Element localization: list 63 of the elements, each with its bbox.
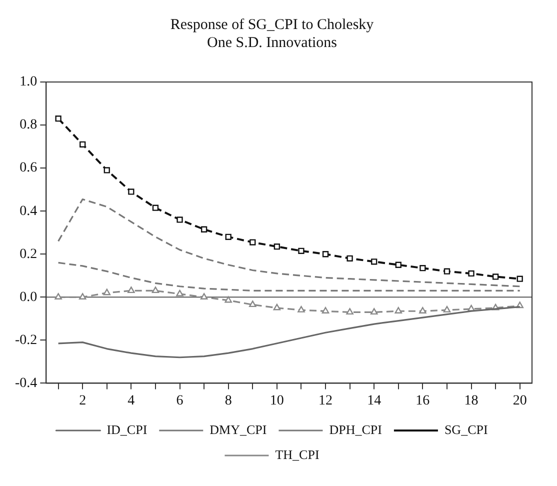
point [78, 293, 86, 300]
x-tick-label: 20 [512, 393, 527, 408]
point [152, 286, 160, 294]
legend-label: DPH_CPI [329, 422, 382, 437]
point [443, 306, 451, 312]
point [200, 226, 208, 232]
y-tick-label: 0.8 [20, 118, 38, 133]
point [80, 141, 86, 148]
point [250, 239, 256, 246]
point [225, 234, 232, 240]
point [128, 188, 134, 195]
y-tick-label: -0.4 [14, 376, 38, 391]
legend-label: DMY_CPI [210, 422, 267, 437]
point [346, 255, 353, 262]
point [104, 167, 110, 174]
point [346, 308, 354, 315]
point [395, 262, 402, 268]
x-tick-label: 14 [367, 393, 382, 408]
point [103, 288, 111, 296]
x-tick-label: 8 [224, 393, 232, 408]
y-tick-label: 0.0 [20, 290, 38, 305]
point [420, 265, 426, 272]
chart-title: Response of SG_CPI to Cholesky One S.D. Innovations [170, 16, 374, 51]
point [468, 270, 474, 277]
point [176, 216, 183, 223]
legend-label: SG_CPI [444, 422, 488, 437]
point [54, 293, 62, 300]
line-series [58, 262, 521, 292]
point [298, 248, 304, 254]
legend-label: ID_CPI [106, 422, 148, 437]
y-tick-label: 1.0 [20, 74, 38, 90]
point [274, 244, 280, 250]
point [370, 308, 378, 315]
x-tick-label: 6 [176, 393, 184, 408]
point [394, 307, 402, 314]
x-tick-label: 18 [464, 393, 478, 408]
point [492, 274, 499, 280]
x-tick-label: 2 [79, 393, 86, 408]
point [444, 268, 450, 274]
point [371, 258, 378, 265]
point [176, 290, 184, 296]
point [224, 296, 232, 303]
x-tick-label: 4 [128, 393, 135, 408]
point [152, 204, 159, 211]
point [55, 116, 62, 122]
x-tick-label: 16 [416, 393, 430, 408]
point [419, 307, 426, 314]
point [516, 276, 523, 282]
y-tick-label: 0.2 [20, 246, 38, 262]
point [322, 307, 330, 314]
y-tick-label: 0.4 [20, 204, 38, 219]
line-series [58, 198, 521, 288]
point [273, 304, 281, 310]
y-tick-label: -0.2 [14, 332, 38, 348]
point [322, 251, 329, 258]
point [249, 300, 256, 308]
x-tick-label: 10 [270, 393, 284, 408]
y-tick-label: 0.6 [20, 160, 38, 176]
x-tick-label: 12 [318, 393, 333, 408]
point [128, 286, 135, 294]
point [298, 306, 305, 312]
point [200, 293, 208, 300]
legend-label: TH_CPI [275, 446, 320, 462]
